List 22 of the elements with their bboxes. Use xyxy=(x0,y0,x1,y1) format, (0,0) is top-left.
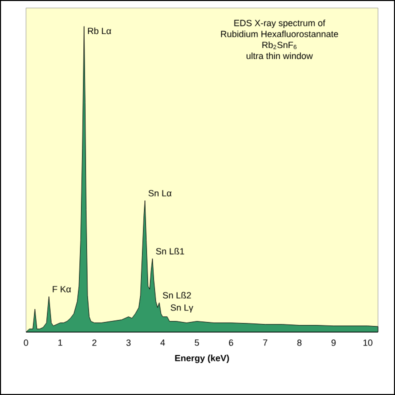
x-tick-label: 4 xyxy=(160,340,165,346)
x-tick-label: 6 xyxy=(229,340,234,346)
x-tick-label: 10 xyxy=(363,340,372,346)
chart-subtitle: Rubidium Hexafluorostannate xyxy=(221,30,338,38)
x-tick-label: 7 xyxy=(263,340,268,346)
annotation: Rb Lα xyxy=(88,28,112,34)
x-axis-title: Energy (keV) xyxy=(175,354,229,364)
x-tick-label: 9 xyxy=(332,340,336,346)
x-tick-label: 1 xyxy=(58,340,62,346)
x-tick-label: 3 xyxy=(126,340,131,346)
annotation: Rb$_{2}$SnF$_{6}$ xyxy=(262,42,296,50)
annotation: Sn Lß2 xyxy=(162,292,191,298)
annotation: ultra thin window xyxy=(246,52,313,60)
annotation: Sn Lß1 xyxy=(156,248,184,254)
annotation: Sn Lα xyxy=(148,190,172,196)
annotation: Sn Lγ xyxy=(170,304,194,313)
annotation: F Kα xyxy=(52,286,71,292)
x-tick-label: 0 xyxy=(24,340,28,346)
x-tick-label: 5 xyxy=(194,340,199,346)
x-tick-label: 8 xyxy=(297,340,302,346)
chart-title: EDS X-ray spectrum of xyxy=(234,20,326,28)
x-tick-label: 2 xyxy=(92,340,96,346)
